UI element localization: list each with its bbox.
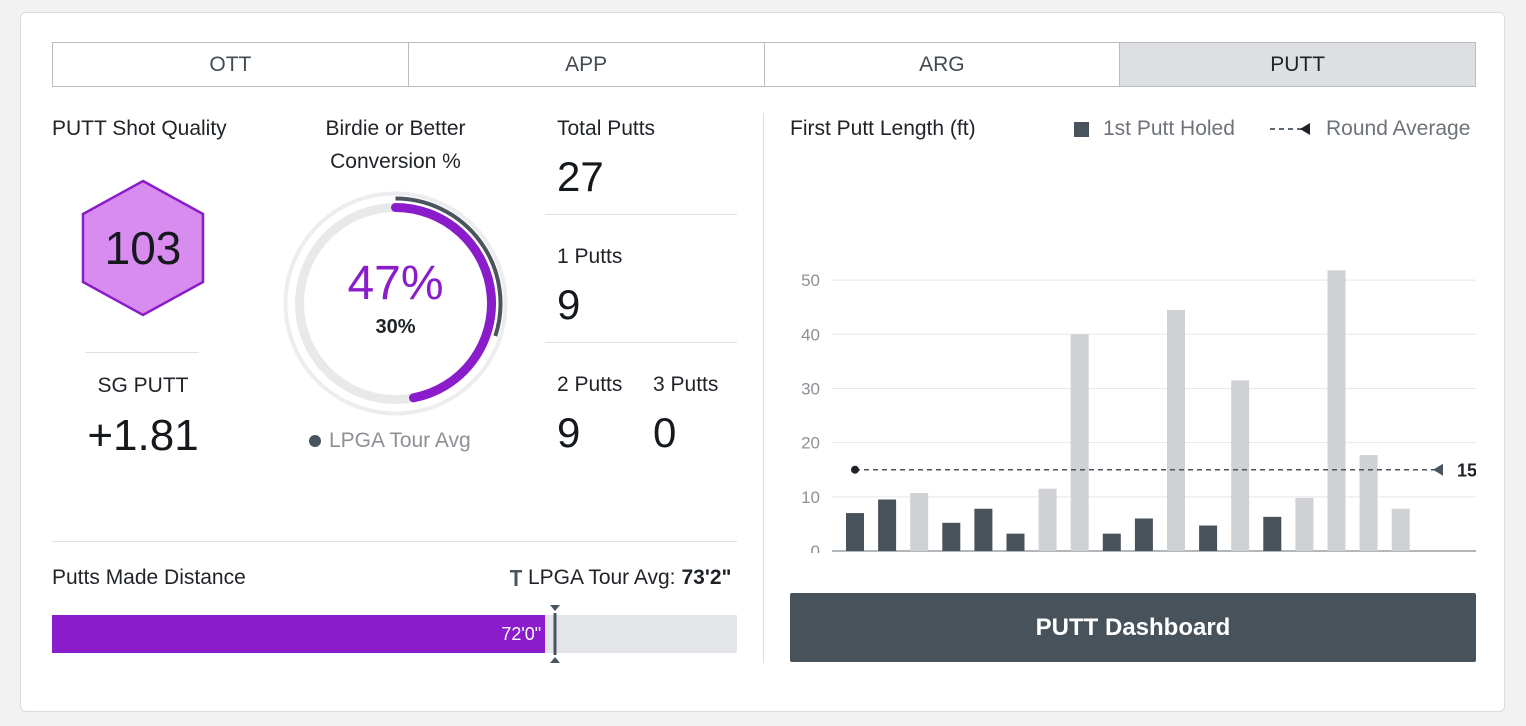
y-tick-label: 0 (811, 542, 820, 553)
tour-avg-legend-label: LPGA Tour Avg (329, 429, 471, 452)
one-putts-label: 1 Putts (557, 245, 623, 268)
tour-average-arc (395, 196, 503, 337)
distance-bar-fill (52, 615, 546, 653)
three-putts-label: 3 Putts (653, 373, 719, 396)
chart-bar (974, 508, 993, 551)
legend-average: Round Average (1270, 117, 1470, 141)
distance-tour-label: LPGA Tour Avg: (528, 566, 676, 589)
average-value-label: 15 (1457, 461, 1476, 481)
tab-app[interactable]: APP (408, 43, 765, 86)
total-putts-label: Total Putts (557, 117, 656, 140)
chart-bar (1038, 488, 1057, 551)
hexagon-badge-icon (81, 179, 205, 317)
chart-title: First Putt Length (ft) (790, 117, 976, 140)
y-tick-label: 30 (801, 379, 820, 398)
y-tick-label: 20 (801, 434, 820, 453)
one-putts-value: 9 (557, 281, 581, 328)
tour-avg-legend: LPGA Tour Avg (309, 429, 471, 453)
chart-bar (942, 522, 961, 551)
chart-bar (1359, 455, 1378, 551)
distance-bar-value: 72'0" (501, 623, 542, 644)
three-putts-value: 0 (653, 409, 677, 456)
chart-bar (910, 493, 929, 551)
tab-arg[interactable]: ARG (764, 43, 1121, 86)
tab-putt[interactable]: PUTT (1120, 43, 1475, 86)
putts-made-distance-title: Putts Made Distance (52, 566, 246, 589)
total-putts-value: 27 (557, 153, 604, 200)
y-tick-label: 10 (801, 488, 820, 507)
divider (545, 214, 737, 215)
chart-bar (1231, 380, 1250, 551)
legend-holed: 1st Putt Holed (1074, 117, 1235, 141)
shot-quality-hexagon: 103 (79, 179, 207, 317)
conversion-percent: 47% (347, 257, 444, 310)
putt-dashboard-button[interactable]: PUTT Dashboard (790, 593, 1476, 662)
divider (85, 352, 199, 353)
chart-bar (1327, 270, 1346, 551)
divider (763, 113, 764, 663)
divider (545, 342, 737, 343)
average-marker (1433, 463, 1443, 476)
distance-tour-avg: LPGA Tour Avg: 73'2" (509, 566, 732, 590)
shot-quality-value: 103 (104, 222, 182, 274)
two-putts-value: 9 (557, 409, 581, 456)
legend-holed-label: 1st Putt Holed (1103, 117, 1235, 140)
shot-quality-title: PUTT Shot Quality (52, 117, 227, 140)
y-tick-label: 50 (801, 271, 820, 290)
tab-ott[interactable]: OTT (53, 43, 409, 86)
chart-bar (1006, 533, 1025, 551)
two-putts-label: 2 Putts (557, 373, 623, 396)
chart-bar (1391, 508, 1410, 551)
chart-bar (1102, 533, 1121, 551)
conversion-center: 47% 30% (283, 191, 508, 416)
average-line-start (851, 465, 859, 474)
conversion-ring-chart (283, 191, 508, 416)
sg-putt-value: +1.81 (87, 411, 199, 460)
chart-bar (846, 513, 864, 551)
divider (52, 541, 737, 542)
tour-percent: 30% (375, 316, 416, 338)
tour-marker-icon (550, 605, 561, 663)
category-tabs: OTT APP ARG PUTT (52, 42, 1476, 87)
conversion-title-line2: Conversion % (330, 150, 461, 173)
sg-putt-label: SG PUTT (97, 374, 189, 397)
distance-tour-value: 73'2" (681, 566, 732, 589)
dashed-line-icon (1270, 123, 1310, 135)
chart-bar (1263, 516, 1282, 551)
flag-pin-icon (510, 570, 522, 586)
y-tick-label: 40 (801, 325, 820, 344)
chart-bar (1199, 525, 1218, 551)
chart-bar (1295, 497, 1314, 551)
chart-bar (878, 499, 897, 551)
conversion-title-line1: Birdie or Better (325, 117, 466, 140)
dot-icon (309, 435, 321, 447)
square-icon (1074, 121, 1089, 137)
legend-average-label: Round Average (1326, 117, 1471, 140)
chart-bar (1070, 334, 1089, 551)
chart-bar (1134, 518, 1153, 551)
conversion-value-arc (391, 203, 496, 403)
chart-bar (1167, 309, 1185, 551)
first-putt-length-chart: 0 10 20 30 40 50 15 (801, 270, 1476, 553)
putt-summary-card: OTT APP ARG PUTT PUTT Shot Quality 103 S… (20, 12, 1505, 712)
